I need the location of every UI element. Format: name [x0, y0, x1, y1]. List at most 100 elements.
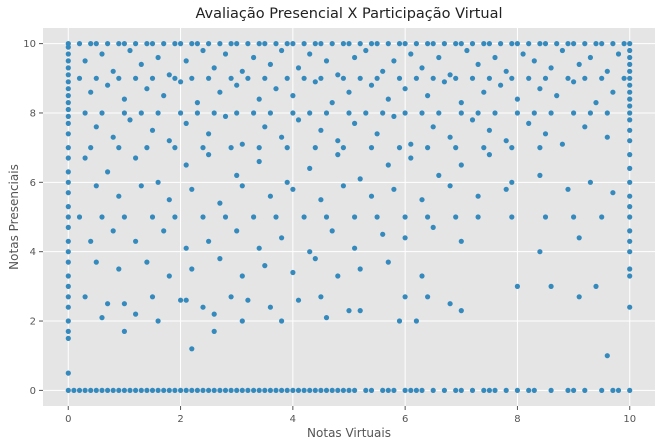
data-point [498, 41, 504, 47]
data-point [430, 124, 436, 130]
data-point [161, 387, 167, 393]
data-point [76, 214, 83, 220]
data-point [144, 259, 150, 265]
data-point [352, 245, 358, 251]
data-point [627, 82, 633, 88]
data-point [65, 72, 71, 78]
data-point [408, 155, 414, 161]
data-point [65, 120, 71, 126]
data-point [65, 65, 71, 71]
data-point [576, 61, 582, 67]
data-point [599, 75, 605, 81]
x-tick-label: 4 [290, 414, 296, 425]
data-point [542, 41, 549, 47]
data-point [582, 387, 588, 393]
data-point [323, 110, 330, 116]
data-point [290, 110, 296, 116]
data-point [352, 214, 358, 220]
data-point [385, 41, 391, 47]
data-point [194, 387, 200, 393]
data-point [183, 387, 189, 393]
data-point [582, 75, 588, 81]
data-point [436, 110, 442, 116]
data-point [604, 110, 610, 116]
data-point [65, 283, 71, 289]
data-point [419, 65, 425, 71]
data-point [346, 41, 352, 47]
data-point [217, 387, 223, 393]
data-point [65, 131, 71, 137]
data-point [346, 110, 352, 116]
data-point [368, 82, 375, 88]
data-point [509, 179, 515, 185]
data-point [127, 387, 133, 393]
data-point [329, 228, 335, 234]
data-point [565, 387, 571, 393]
data-point [144, 86, 150, 92]
data-point [402, 86, 408, 92]
data-point [526, 387, 532, 393]
data-point [239, 318, 245, 324]
data-point [413, 387, 419, 393]
data-point [458, 387, 464, 393]
data-point [284, 75, 290, 81]
data-point [571, 79, 577, 85]
data-point [144, 387, 150, 393]
data-point [149, 41, 156, 47]
data-point [352, 54, 358, 61]
data-point [458, 238, 464, 244]
data-point [200, 145, 206, 151]
data-point [346, 308, 352, 314]
data-point [138, 61, 144, 67]
data-point [116, 387, 122, 393]
data-point [144, 145, 150, 151]
x-axis-label: Notas Virtuais [307, 426, 391, 440]
data-point [627, 266, 633, 272]
data-point [65, 79, 71, 85]
data-point [481, 41, 487, 47]
data-point [65, 259, 71, 265]
data-point [425, 41, 431, 47]
data-point [166, 72, 172, 78]
data-point [425, 294, 431, 300]
data-point [239, 141, 245, 147]
data-point [116, 75, 122, 81]
data-point [486, 127, 492, 133]
data-point [374, 75, 380, 81]
data-point [391, 58, 397, 64]
data-point [587, 110, 594, 116]
data-point [178, 41, 184, 47]
data-point [206, 75, 212, 81]
data-point [492, 387, 498, 393]
data-point [149, 294, 156, 300]
data-point [526, 41, 532, 47]
data-point [599, 214, 605, 220]
data-point [121, 96, 127, 102]
data-point [99, 51, 105, 57]
data-point [65, 214, 71, 220]
data-point [542, 214, 549, 220]
data-point [604, 68, 610, 74]
data-point [312, 41, 318, 47]
data-point [301, 387, 307, 393]
data-point [627, 103, 633, 109]
data-point [627, 41, 633, 47]
data-point [599, 387, 605, 393]
data-point [206, 238, 212, 244]
data-point [234, 41, 240, 47]
data-point [149, 75, 156, 81]
data-point [217, 41, 223, 47]
data-point [155, 387, 161, 393]
data-point [284, 41, 290, 47]
data-point [138, 387, 144, 393]
data-point [447, 72, 453, 78]
data-point [385, 162, 391, 168]
y-axis-label: Notas Presenciais [7, 164, 21, 270]
data-point [166, 273, 172, 279]
data-point [531, 110, 537, 116]
data-point [593, 100, 599, 106]
data-point [239, 273, 245, 279]
data-point [346, 387, 352, 393]
y-tick-label: 8 [30, 108, 36, 119]
data-point [228, 387, 234, 393]
